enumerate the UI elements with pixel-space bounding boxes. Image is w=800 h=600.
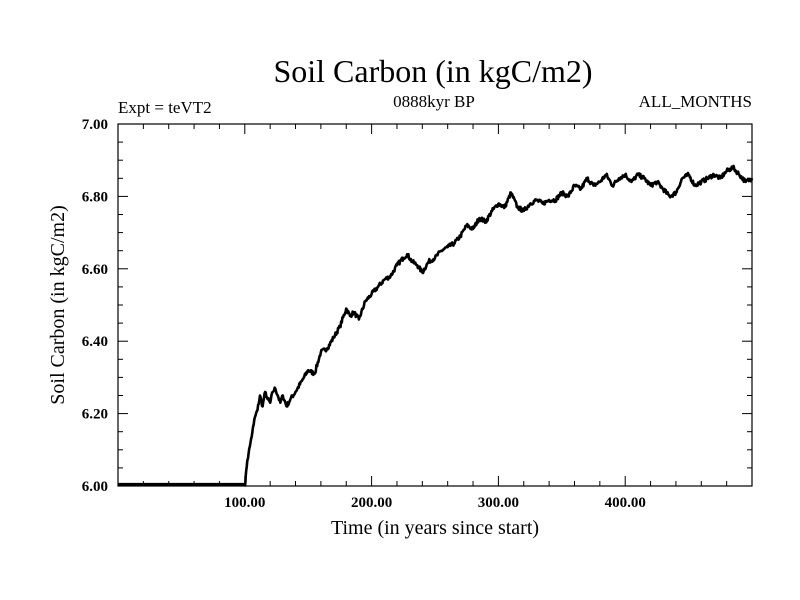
x-axis-label: Time (in years since start) bbox=[331, 517, 539, 539]
y-tick-labels: 6.00 6.20 6.40 6.60 6.80 7.00 bbox=[82, 117, 108, 495]
x-tick-labels: 100.00 200.00 300.00 400.00 bbox=[224, 495, 646, 511]
x-tick-label: 400.00 bbox=[605, 495, 646, 511]
experiment-label: Expt = teVT2 bbox=[118, 98, 212, 117]
y-tick-label: 6.20 bbox=[82, 407, 108, 423]
y-tick-label: 6.60 bbox=[82, 262, 108, 278]
series-line-soil-carbon bbox=[118, 164, 754, 487]
months-label: ALL_MONTHS bbox=[639, 92, 752, 111]
x-tick-label: 200.00 bbox=[351, 495, 392, 511]
y-tick-label: 6.00 bbox=[82, 479, 108, 495]
tick-marks bbox=[118, 123, 752, 487]
x-tick-label: 300.00 bbox=[478, 495, 519, 511]
y-axis-label: Soil Carbon (in kgC/m2) bbox=[47, 205, 69, 404]
period-label: 0888kyr BP bbox=[393, 92, 475, 111]
y-tick-label: 7.00 bbox=[82, 117, 108, 133]
y-tick-label: 6.40 bbox=[82, 334, 108, 350]
y-tick-label: 6.80 bbox=[82, 189, 108, 205]
plot-frame bbox=[117, 123, 753, 487]
chart-title: Soil Carbon (in kgC/m2) bbox=[273, 53, 592, 89]
x-tick-label: 100.00 bbox=[224, 495, 265, 511]
